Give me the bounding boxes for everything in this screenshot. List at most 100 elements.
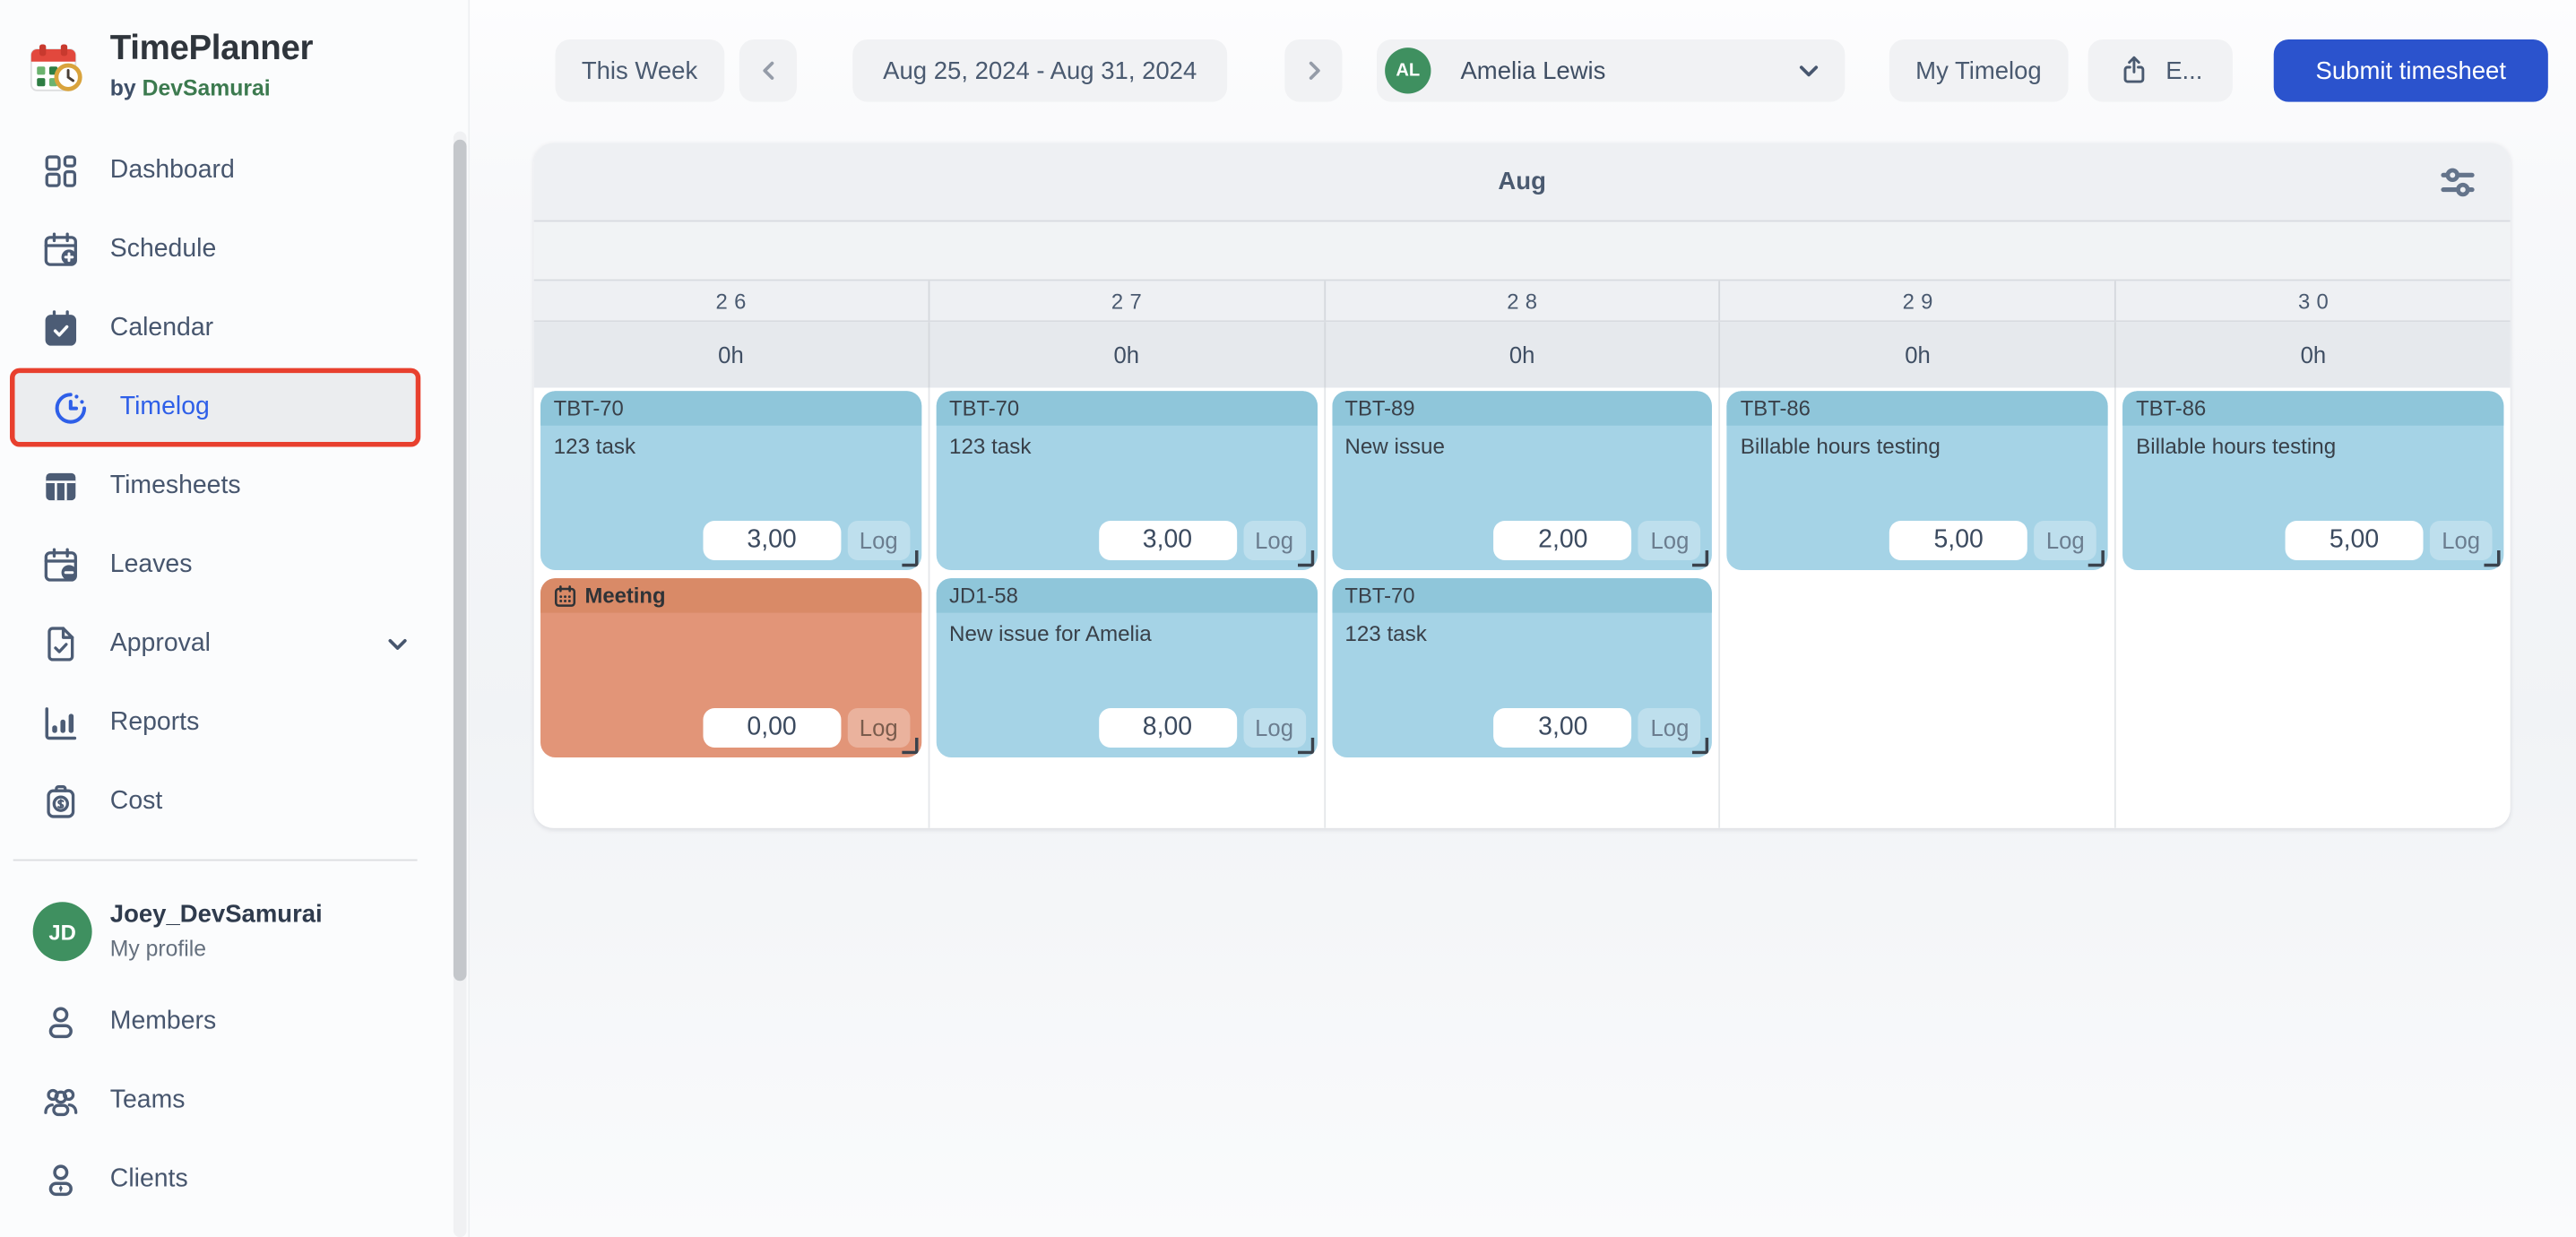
prev-week-button[interactable] bbox=[739, 39, 797, 102]
meeting-calendar-icon bbox=[554, 584, 576, 606]
log-button[interactable]: Log bbox=[1242, 707, 1306, 748]
this-week-button[interactable]: This Week bbox=[555, 39, 724, 102]
day-total: 0h bbox=[1718, 322, 2114, 388]
sidebar-item-label: Members bbox=[109, 1007, 217, 1035]
chevron-left-icon bbox=[762, 61, 774, 80]
timelog-card[interactable]: TBT-89 New issue Log bbox=[1331, 391, 1713, 571]
sidebar-item-leaves[interactable]: Leaves bbox=[0, 526, 470, 605]
resize-handle[interactable] bbox=[1692, 550, 1709, 567]
sidebar-scrollbar-thumb[interactable] bbox=[453, 139, 467, 982]
day-column-28: TBT-89 New issue Log TBT-70 123 task bbox=[1323, 387, 1719, 828]
sidebar-item-clients[interactable]: Clients bbox=[0, 1140, 470, 1219]
timelog-card[interactable]: TBT-86 Billable hours testing Log bbox=[1727, 391, 2108, 571]
card-title: TBT-70 bbox=[949, 395, 1020, 421]
resize-handle[interactable] bbox=[1297, 550, 1314, 567]
hours-input[interactable] bbox=[1098, 707, 1237, 748]
timelog-card[interactable]: TBT-70 123 task Log bbox=[1331, 578, 1713, 757]
sidebar-item-label: Schedule bbox=[109, 235, 217, 264]
card-subtitle: Billable hours testing bbox=[1740, 433, 1941, 459]
day-total: 0h bbox=[1323, 322, 1719, 388]
sidebar-item-label: Dashboard bbox=[109, 156, 235, 185]
resize-handle[interactable] bbox=[2088, 550, 2105, 567]
chevron-right-icon bbox=[1308, 61, 1319, 80]
card-subtitle: 123 task bbox=[1344, 620, 1427, 646]
log-button[interactable]: Log bbox=[1638, 707, 1701, 748]
sidebar-item-label: Approval bbox=[109, 629, 211, 658]
card-subtitle: Billable hours testing bbox=[2136, 433, 2337, 459]
hours-input[interactable] bbox=[1493, 707, 1632, 748]
submit-timesheet-button[interactable]: Submit timesheet bbox=[2273, 39, 2548, 102]
log-button[interactable]: Log bbox=[2034, 521, 2097, 561]
next-week-button[interactable] bbox=[1284, 39, 1343, 102]
timelog-card[interactable]: TBT-86 Billable hours testing Log bbox=[2122, 391, 2504, 571]
brand-name: DevSamurai bbox=[142, 75, 271, 100]
dashboard-icon bbox=[45, 155, 77, 187]
chevron-down-icon bbox=[1799, 65, 1819, 77]
user-name: Amelia Lewis bbox=[1460, 56, 1606, 85]
timelog-card[interactable]: JD1-58 New issue for Amelia Log bbox=[936, 578, 1318, 757]
timelog-card[interactable]: TBT-70 123 task Log bbox=[936, 391, 1318, 571]
hours-input[interactable] bbox=[1098, 521, 1237, 561]
day-number: 30 bbox=[2114, 281, 2510, 321]
calendar-check-icon bbox=[45, 310, 77, 346]
view-settings-button[interactable] bbox=[2434, 160, 2480, 205]
user-select[interactable]: AL Amelia Lewis bbox=[1376, 39, 1846, 102]
profile-subtitle: My profile bbox=[109, 936, 207, 962]
card-title: Meeting bbox=[584, 583, 666, 609]
resize-handle[interactable] bbox=[901, 737, 919, 755]
calendar-plus-icon bbox=[44, 232, 77, 266]
month-label: Aug bbox=[1498, 167, 1546, 196]
day-column-29: TBT-86 Billable hours testing Log bbox=[1718, 387, 2114, 828]
card-title: TBT-70 bbox=[553, 395, 624, 421]
user-tie-icon bbox=[48, 1164, 73, 1197]
timelog-calendar-panel: Aug 26 27 28 29 30 0h 0h bbox=[533, 143, 2511, 828]
hours-input[interactable] bbox=[703, 521, 842, 561]
sidebar-item-timelog[interactable]: Timelog bbox=[9, 368, 421, 447]
profile-block[interactable]: JD Joey_DevSamurai My profile bbox=[0, 890, 470, 982]
profile-name: Joey_DevSamurai bbox=[109, 900, 323, 929]
hours-input[interactable] bbox=[2285, 521, 2424, 561]
hours-input[interactable] bbox=[1889, 521, 2028, 561]
log-button[interactable]: Log bbox=[1638, 521, 1701, 561]
bar-chart-icon bbox=[45, 707, 77, 740]
timelog-card[interactable]: TBT-70 123 task Log bbox=[540, 391, 921, 571]
my-timelog-button[interactable]: My Timelog bbox=[1889, 39, 2069, 102]
card-title: JD1-58 bbox=[949, 583, 1018, 609]
table-icon bbox=[46, 472, 76, 501]
card-title: TBT-86 bbox=[2136, 395, 2207, 421]
app-logo-icon bbox=[30, 44, 82, 91]
day-total: 0h bbox=[928, 322, 1323, 388]
day-totals-row: 0h 0h 0h 0h 0h bbox=[533, 322, 2511, 388]
sliders-icon bbox=[2441, 168, 2475, 197]
log-button[interactable]: Log bbox=[2429, 521, 2493, 561]
sidebar-item-teams[interactable]: Teams bbox=[0, 1061, 470, 1140]
sidebar-item-approval[interactable]: Approval bbox=[0, 605, 470, 684]
sidebar-item-timesheets[interactable]: Timesheets bbox=[0, 447, 470, 526]
sidebar-item-members[interactable]: Members bbox=[0, 982, 470, 1061]
hours-input[interactable] bbox=[1493, 521, 1632, 561]
app-byline: by DevSamurai bbox=[109, 75, 271, 100]
sidebar-item-schedule[interactable]: Schedule bbox=[0, 211, 470, 290]
sidebar-item-cost[interactable]: Cost bbox=[0, 762, 470, 841]
resize-handle[interactable] bbox=[901, 550, 919, 567]
sidebar-item-dashboard[interactable]: Dashboard bbox=[0, 132, 470, 211]
card-title: TBT-89 bbox=[1344, 395, 1415, 421]
share-export-icon bbox=[2123, 56, 2145, 83]
log-button[interactable]: Log bbox=[847, 521, 911, 561]
clock-icon bbox=[55, 393, 87, 424]
resize-handle[interactable] bbox=[2484, 550, 2501, 567]
export-button[interactable]: E... bbox=[2088, 39, 2233, 102]
meeting-card[interactable]: Meeting Log bbox=[540, 578, 921, 757]
resize-handle[interactable] bbox=[1297, 737, 1314, 755]
sidebar-item-label: Clients bbox=[109, 1164, 188, 1193]
sidebar-item-calendar[interactable]: Calendar bbox=[0, 290, 470, 368]
date-range-button[interactable]: Aug 25, 2024 - Aug 31, 2024 bbox=[852, 39, 1228, 102]
log-button[interactable]: Log bbox=[1242, 521, 1306, 561]
resize-handle[interactable] bbox=[1692, 737, 1709, 755]
sidebar-item-reports[interactable]: Reports bbox=[0, 683, 470, 762]
day-column-26: TBT-70 123 task Log bbox=[534, 388, 929, 828]
user-icon bbox=[48, 1007, 73, 1039]
profile-avatar: JD bbox=[32, 902, 92, 962]
hours-input[interactable] bbox=[703, 707, 842, 748]
log-button[interactable]: Log bbox=[847, 707, 911, 748]
